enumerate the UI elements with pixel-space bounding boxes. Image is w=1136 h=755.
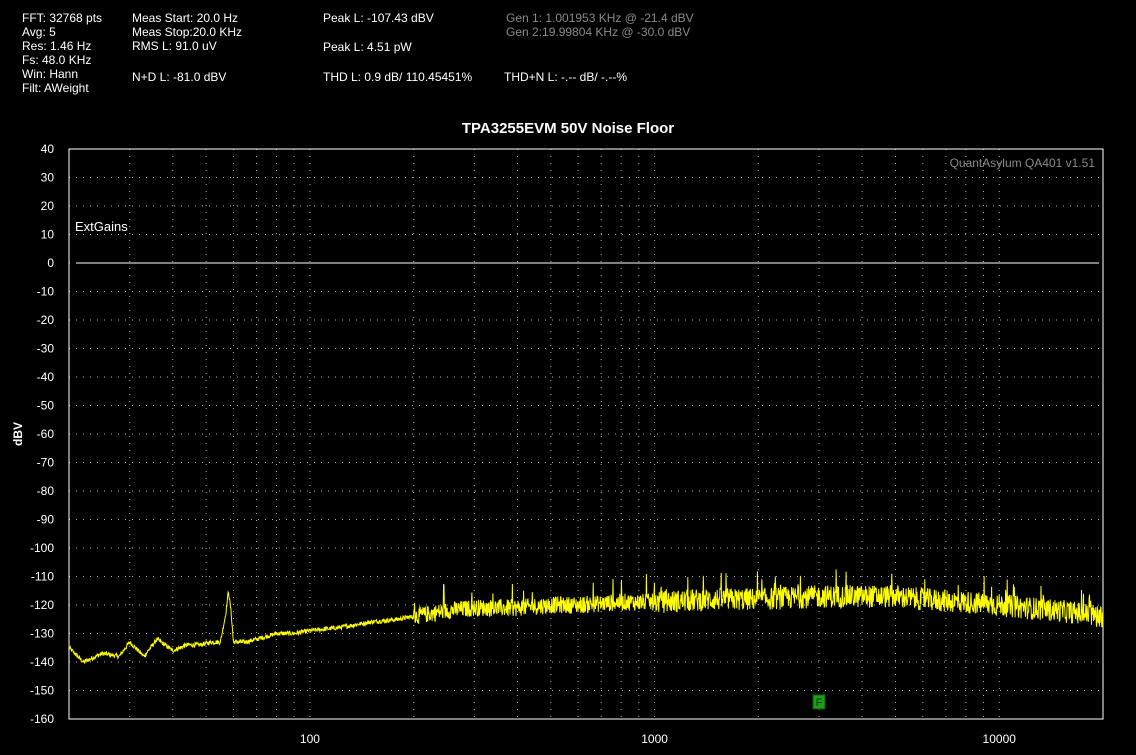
y-tick-label: -70	[37, 456, 55, 470]
y-tick-label: -110	[31, 570, 54, 584]
meas-stop-text: Meas Stop:20.0 KHz	[132, 25, 243, 39]
y-tick-label: -150	[30, 684, 54, 698]
filter-text: Filt: AWeight	[22, 81, 89, 95]
thd-noise-text: THD+N L: -.-- dB/ -.--%	[504, 70, 628, 84]
marker-layer: F	[812, 694, 826, 710]
resolution-text: Res: 1.46 Hz	[22, 39, 92, 53]
y-tick-label: -30	[37, 342, 55, 356]
y-tick-label: -50	[37, 399, 55, 413]
chart-title: TPA3255EVM 50V Noise Floor	[462, 120, 674, 137]
y-tick-label: -100	[30, 541, 54, 555]
meas-start-text: Meas Start: 20.0 Hz	[132, 11, 239, 25]
x-tick-labels: 100 1000 10000	[300, 732, 1016, 746]
y-tick-label: -160	[30, 712, 54, 726]
y-tick-label: -20	[37, 313, 55, 327]
trace-layer	[68, 569, 1104, 665]
rms-text: RMS L: 91.0 uV	[132, 39, 217, 53]
spectrum-trace	[68, 569, 1104, 665]
y-tick-label: -10	[37, 285, 55, 299]
y-tick-label: 0	[47, 256, 54, 270]
y-tick-label: 20	[41, 199, 55, 213]
average-count-text: Avg: 5	[22, 25, 56, 39]
y-tick-label: -140	[30, 655, 54, 669]
noise-distortion-text: N+D L: -81.0 dBV	[132, 70, 227, 84]
y-tick-label: -90	[37, 513, 55, 527]
y-tick-label: 30	[41, 171, 55, 185]
ext-gains-label: ExtGains	[75, 219, 128, 234]
y-tick-labels: 40 30 20 10 0 -10 -20 -30 -40 -50 -60 -70 -80 -90 -100…	[30, 142, 54, 726]
y-tick-label: -130	[30, 627, 54, 641]
stats-col1: FFT: 32768 pts Avg: 5 Res: 1.46 Hz Fs: 4…	[22, 11, 102, 95]
peak-dbv-text: Peak L: -107.43 dBV	[323, 11, 434, 25]
y-tick-label: -80	[37, 484, 55, 498]
y-tick-label: 10	[41, 228, 55, 242]
fft-size-text: FFT: 32768 pts	[22, 11, 103, 25]
frequency-marker	[812, 694, 826, 710]
plot-frame	[68, 148, 1104, 720]
watermark-text: QuantAsylum QA401 v1.51	[950, 156, 1096, 170]
peak-power-text: Peak L: 4.51 pW	[323, 40, 412, 54]
y-tick-label: -60	[37, 427, 55, 441]
generator-2-text: Gen 2:19.99804 KHz @ -30.0 dBV	[506, 25, 691, 39]
window-text: Win: Hann	[22, 67, 79, 81]
sample-rate-text: Fs: 48.0 KHz	[22, 53, 92, 67]
x-tick-label: 100	[300, 732, 320, 746]
y-tick-label: 40	[41, 142, 55, 156]
y-tick-label: -120	[30, 598, 54, 612]
thd-text: THD L: 0.9 dB/ 110.45451%	[323, 70, 473, 84]
y-tick-label: -40	[37, 370, 55, 384]
x-tick-label: 10000	[983, 732, 1017, 746]
x-tick-label: 1000	[641, 732, 668, 746]
y-axis-label: dBV	[11, 422, 25, 446]
generator-1-text: Gen 1: 1.001953 KHz @ -21.4 dBV	[506, 11, 694, 25]
grid-layer	[69, 149, 1103, 719]
frequency-marker-label: F	[816, 697, 823, 709]
